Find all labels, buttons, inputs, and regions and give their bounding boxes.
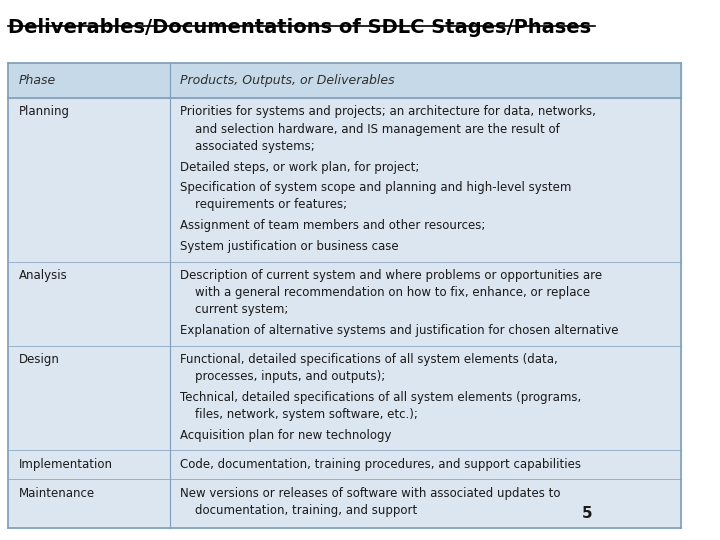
Text: Technical, detailed specifications of all system elements (programs,: Technical, detailed specifications of al… <box>180 391 581 404</box>
Text: Implementation: Implementation <box>19 458 112 471</box>
Text: files, network, system software, etc.);: files, network, system software, etc.); <box>180 408 418 421</box>
Text: Functional, detailed specifications of all system elements (data,: Functional, detailed specifications of a… <box>180 353 558 366</box>
Text: Assignment of team members and other resources;: Assignment of team members and other res… <box>180 219 485 232</box>
Text: Detailed steps, or work plan, for project;: Detailed steps, or work plan, for projec… <box>180 160 419 173</box>
Bar <box>8 63 681 98</box>
Text: associated systems;: associated systems; <box>180 140 315 153</box>
Text: Explanation of alternative systems and justification for chosen alternative: Explanation of alternative systems and j… <box>180 324 618 337</box>
Text: Deliverables/Documentations of SDLC Stages/Phases: Deliverables/Documentations of SDLC Stag… <box>8 17 591 37</box>
Text: documentation, training, and support: documentation, training, and support <box>180 504 418 517</box>
Text: Code, documentation, training procedures, and support capabilities: Code, documentation, training procedures… <box>180 458 581 471</box>
Text: with a general recommendation on how to fix, enhance, or replace: with a general recommendation on how to … <box>180 286 590 299</box>
Text: Priorities for systems and projects; an architecture for data, networks,: Priorities for systems and projects; an … <box>180 105 596 118</box>
Text: Description of current system and where problems or opportunities are: Description of current system and where … <box>180 269 602 282</box>
Text: Acquisition plan for new technology: Acquisition plan for new technology <box>180 429 392 442</box>
Text: Products, Outputs, or Deliverables: Products, Outputs, or Deliverables <box>180 74 395 87</box>
Text: System justification or business case: System justification or business case <box>180 240 399 253</box>
Text: New versions or releases of software with associated updates to: New versions or releases of software wit… <box>180 487 561 500</box>
Text: 5: 5 <box>582 507 593 522</box>
Text: current system;: current system; <box>180 303 289 316</box>
Text: Specification of system scope and planning and high-level system: Specification of system scope and planni… <box>180 181 572 194</box>
Text: and selection hardware, and IS management are the result of: and selection hardware, and IS managemen… <box>180 123 559 136</box>
Text: Design: Design <box>19 353 60 366</box>
Text: Maintenance: Maintenance <box>19 487 94 500</box>
Text: Analysis: Analysis <box>19 269 67 282</box>
Text: processes, inputs, and outputs);: processes, inputs, and outputs); <box>180 370 385 383</box>
Text: Planning: Planning <box>19 105 70 118</box>
Text: requirements or features;: requirements or features; <box>180 199 347 212</box>
Text: Phase: Phase <box>19 74 56 87</box>
